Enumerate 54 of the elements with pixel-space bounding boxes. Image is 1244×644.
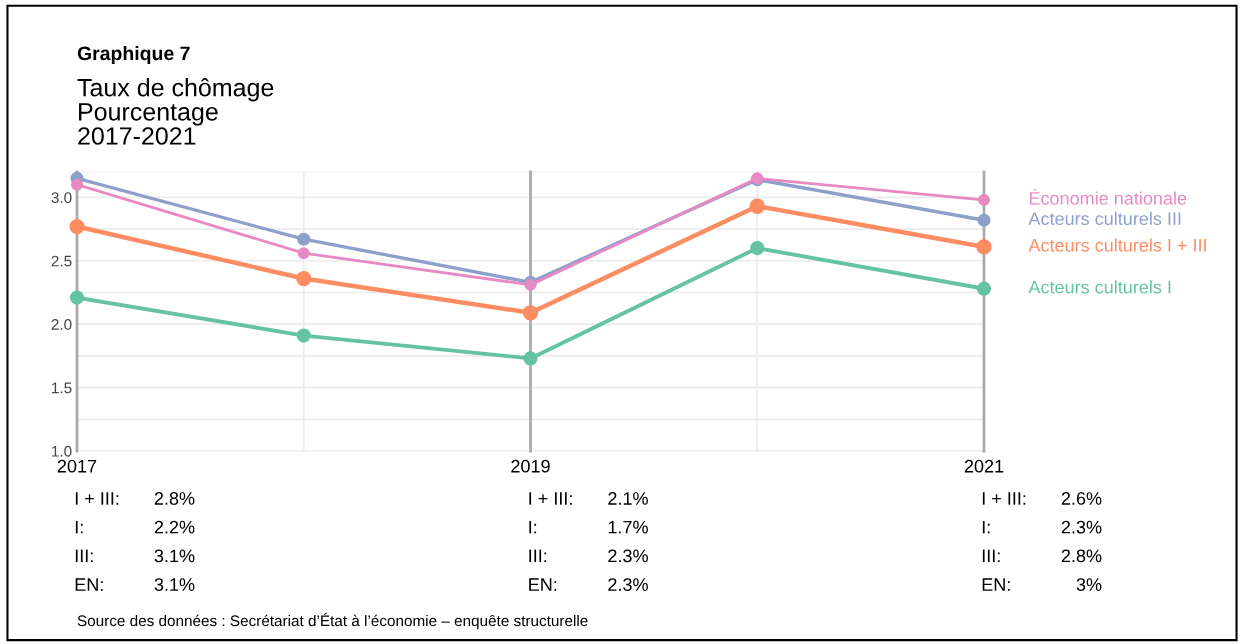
point: [296, 270, 312, 287]
text: Acteurs culturels I + III: [1028, 238, 1206, 252]
text: 2.3%: [1061, 520, 1102, 534]
text: I + III:: [75, 492, 119, 505]
text: 2.3%: [608, 578, 648, 591]
text: 3.1%: [154, 549, 195, 563]
text: EN:: [529, 578, 557, 591]
text: 2.3%: [608, 549, 648, 563]
text: I:: [982, 520, 990, 534]
y-tick-label: 2.0: [51, 319, 72, 330]
text: 3%: [1076, 578, 1102, 591]
text: 2.8%: [154, 492, 195, 505]
point: [297, 247, 310, 260]
x-tick-label: 2019: [511, 459, 550, 473]
text: III:: [982, 549, 1000, 563]
text: III:: [75, 549, 93, 563]
text: Acteurs culturels I: [1028, 280, 1171, 294]
point: [976, 239, 992, 255]
text: 1.7%: [608, 520, 648, 534]
text: Acteurs culturels III: [1028, 211, 1181, 226]
chart-subtitle: Taux de chômage Pourcentage 2017-2021: [77, 78, 274, 145]
text: Économie nationale: [1029, 188, 1187, 205]
text: 2.2%: [154, 520, 195, 534]
text: EN:: [75, 578, 103, 591]
point: [297, 232, 311, 246]
y-tick-label: 2.5: [51, 255, 72, 267]
point: [977, 213, 991, 227]
point: [296, 328, 311, 343]
text: 3.1%: [154, 578, 195, 591]
text: 2.1%: [608, 492, 648, 505]
point: [750, 241, 765, 256]
x-tick-label: 2021: [964, 459, 1004, 473]
point: [69, 218, 85, 235]
y-tick-label: 3.0: [51, 192, 72, 204]
text: I:: [529, 520, 537, 534]
text: I + III:: [982, 492, 1026, 505]
point: [749, 198, 765, 214]
y-tick-label: 1.5: [52, 382, 72, 394]
text: 2.6%: [1061, 492, 1102, 505]
source-note: Source des données : Secrétariat d’État à l’économie – enquête structurelle: [77, 612, 588, 630]
text: 2.8%: [1061, 549, 1102, 563]
point: [523, 351, 538, 366]
point: [69, 290, 85, 305]
point: [976, 281, 992, 296]
text: III:: [529, 549, 547, 563]
text: I:: [75, 520, 83, 534]
text: I + III:: [529, 492, 572, 505]
y-tick-label: 1.0: [52, 445, 72, 457]
text: EN:: [982, 578, 1010, 591]
point: [978, 193, 990, 206]
x-tick-label: 2017: [57, 459, 97, 473]
point: [71, 178, 83, 191]
point: [522, 305, 539, 321]
chart-title: Graphique 7: [77, 45, 190, 65]
